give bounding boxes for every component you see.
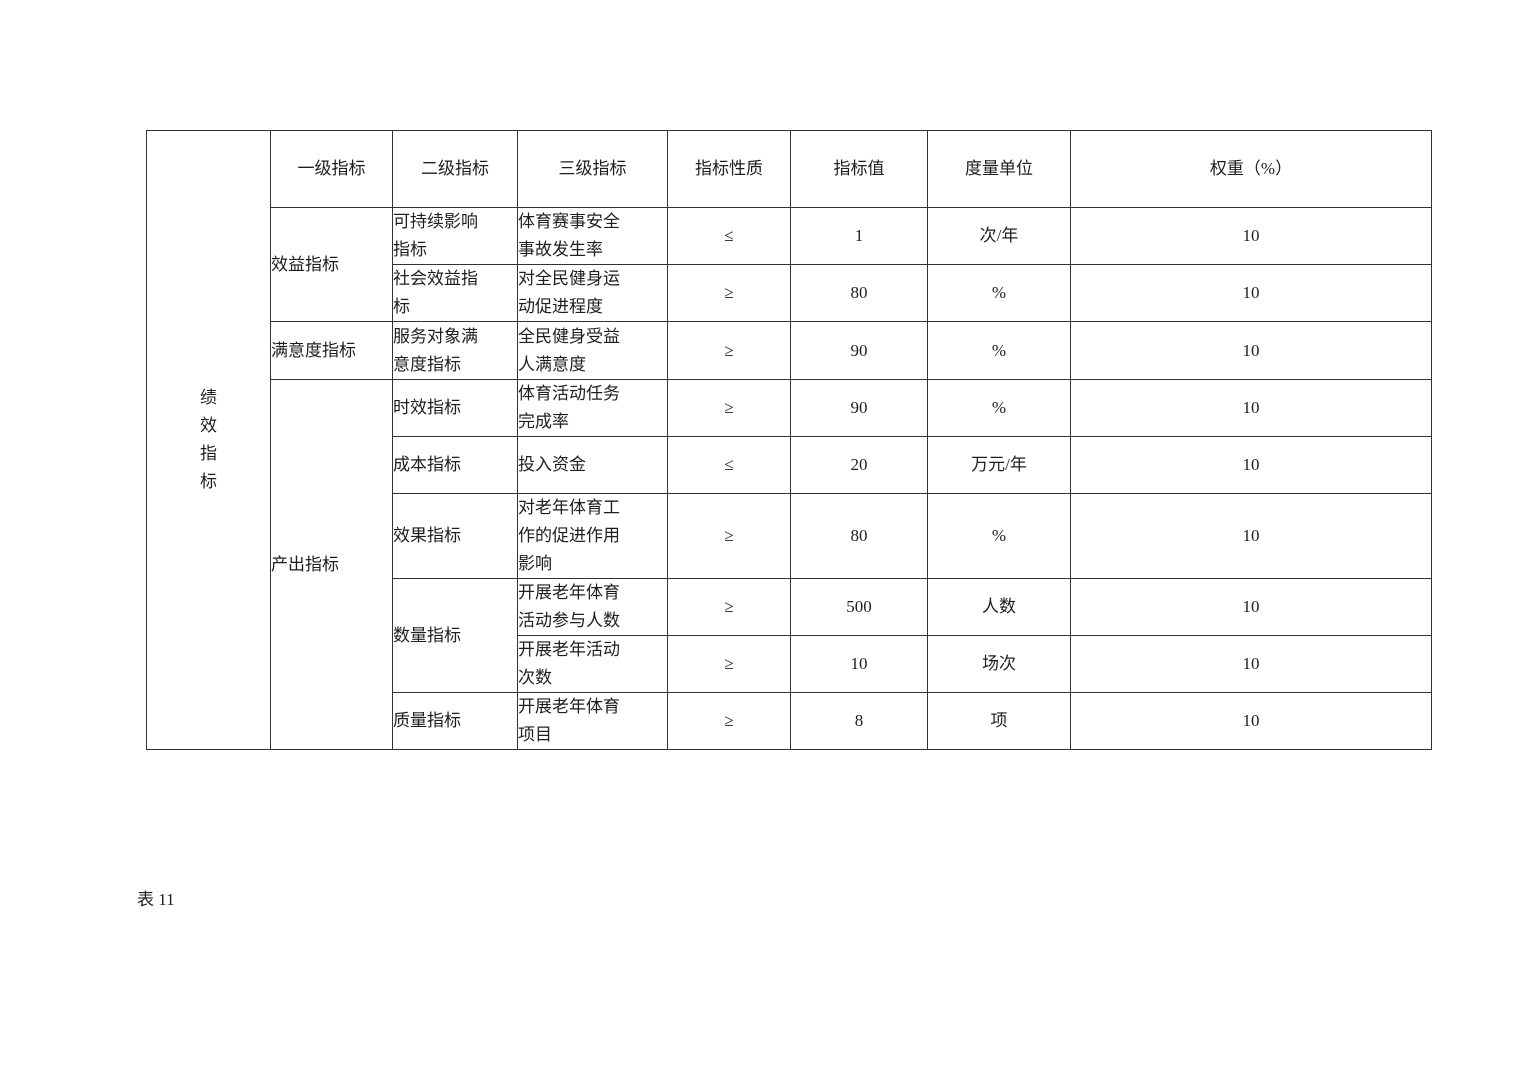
nature-cell: ≤	[667, 436, 791, 494]
unit-cell: 项	[927, 692, 1071, 750]
level3-cell: 体育赛事安全 事故发生率	[517, 207, 668, 265]
level1-cell-satisfaction: 满意度指标	[270, 321, 393, 380]
value-cell: 80	[790, 493, 928, 579]
level2-cell: 质量指标	[392, 692, 518, 750]
weight-cell: 10	[1070, 578, 1432, 636]
weight-cell: 10	[1070, 635, 1432, 693]
table-row: 效果指标 对老年体育工 作的促进作用 影响 ≥ 80 % 10	[147, 493, 1432, 579]
table-row: 开展老年活动 次数 ≥ 10 场次 10	[147, 635, 1432, 693]
unit-cell: %	[927, 264, 1071, 322]
nature-cell: ≥	[667, 379, 791, 437]
unit-cell: %	[927, 379, 1071, 437]
col-header-level2: 二级指标	[392, 130, 518, 208]
level2-cell-quantity: 数量指标	[392, 578, 518, 693]
value-cell: 10	[790, 635, 928, 693]
level3-cell: 投入资金	[517, 436, 668, 494]
table-row: 产出指标 时效指标 体育活动任务 完成率 ≥ 90 % 10	[147, 379, 1432, 750]
level3-cell: 开展老年体育 活动参与人数	[517, 578, 668, 636]
nature-cell: ≥	[667, 493, 791, 579]
level2-cell: 社会效益指 标	[392, 264, 518, 322]
level1-cell-output: 产出指标	[270, 379, 393, 750]
unit-cell: 次/年	[927, 207, 1071, 265]
unit-cell: 人数	[927, 578, 1071, 636]
unit-cell: %	[927, 493, 1071, 579]
col-header-level1: 一级指标	[270, 130, 393, 208]
level2-cell: 服务对象满 意度指标	[392, 321, 518, 380]
unit-cell: 场次	[927, 635, 1071, 693]
table-row: 社会效益指 标 对全民健身运 动促进程度 ≥ 80 % 10	[147, 264, 1432, 322]
nature-cell: ≥	[667, 264, 791, 322]
level1-cell-benefit: 效益指标	[270, 207, 393, 322]
weight-cell: 10	[1070, 493, 1432, 579]
weight-cell: 10	[1070, 321, 1432, 380]
table-row: 质量指标 开展老年体育 项目 ≥ 8 项 10	[147, 692, 1432, 750]
header-row: 绩 效 指 标 一级指标 二级指标 三级指标 指标性质 指标值 度量单位 权重（…	[146, 130, 1432, 750]
col-header-level3: 三级指标	[517, 130, 668, 208]
weight-cell: 10	[1070, 436, 1432, 494]
weight-cell: 10	[1070, 264, 1432, 322]
performance-indicator-table: 绩 效 指 标 一级指标 二级指标 三级指标 指标性质 指标值 度量单位 权重（…	[146, 130, 1432, 750]
level2-cell: 成本指标	[392, 436, 518, 494]
unit-cell: %	[927, 321, 1071, 380]
value-cell: 1	[790, 207, 928, 265]
weight-cell: 10	[1070, 379, 1432, 437]
level3-cell: 开展老年体育 项目	[517, 692, 668, 750]
nature-cell: ≥	[667, 321, 791, 380]
level2-cell: 可持续影响 指标	[392, 207, 518, 265]
col-header-value: 指标值	[790, 130, 928, 208]
nature-cell: ≥	[667, 635, 791, 693]
level2-cell: 效果指标	[392, 493, 518, 579]
nature-cell: ≥	[667, 692, 791, 750]
value-cell: 80	[790, 264, 928, 322]
unit-cell: 万元/年	[927, 436, 1071, 494]
weight-cell: 10	[1070, 207, 1432, 265]
table-caption: 表 11	[137, 890, 175, 909]
level3-cell: 对老年体育工 作的促进作用 影响	[517, 493, 668, 579]
value-cell: 90	[790, 321, 928, 380]
value-cell: 8	[790, 692, 928, 750]
level3-cell: 全民健身受益 人满意度	[517, 321, 668, 380]
value-cell: 500	[790, 578, 928, 636]
nature-cell: ≤	[667, 207, 791, 265]
col-header-unit: 度量单位	[927, 130, 1071, 208]
col-header-weight: 权重（%）	[1070, 130, 1432, 208]
level3-cell: 体育活动任务 完成率	[517, 379, 668, 437]
value-cell: 90	[790, 379, 928, 437]
nature-cell: ≥	[667, 578, 791, 636]
row-group-label: 绩 效 指 标	[146, 130, 271, 750]
table-row: 满意度指标 服务对象满 意度指标 全民健身受益 人满意度 ≥ 90 % 10	[147, 321, 1432, 380]
level2-cell: 时效指标	[392, 379, 518, 437]
col-header-nature: 指标性质	[667, 130, 791, 208]
table-row: 数量指标 开展老年体育 活动参与人数 ≥ 500 人数 10	[147, 578, 1432, 693]
value-cell: 20	[790, 436, 928, 494]
level3-cell: 开展老年活动 次数	[517, 635, 668, 693]
table-row: 效益指标 可持续影响 指标 体育赛事安全 事故发生率 ≤ 1 次/年 10	[147, 207, 1432, 322]
level3-cell: 对全民健身运 动促进程度	[517, 264, 668, 322]
weight-cell: 10	[1070, 692, 1432, 750]
